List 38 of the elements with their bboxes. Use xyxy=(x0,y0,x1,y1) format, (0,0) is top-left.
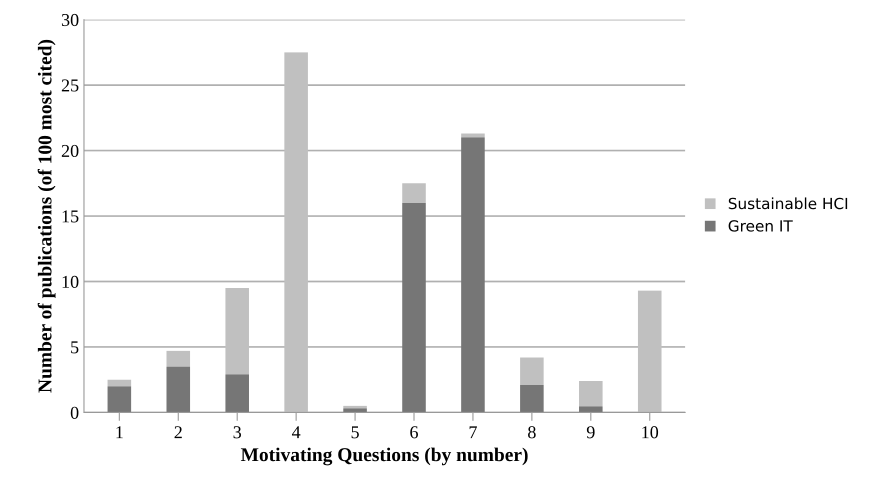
bar xyxy=(284,52,308,412)
x-tick-label: 5 xyxy=(352,426,359,438)
y-tick-label: 15 xyxy=(62,210,78,222)
bar xyxy=(166,350,190,367)
y-tick-label: 25 xyxy=(62,79,78,92)
bar xyxy=(579,406,603,412)
bar xyxy=(638,290,662,412)
bar xyxy=(225,374,249,412)
bar xyxy=(461,134,485,138)
legend-label: Sustainable HCI xyxy=(728,197,848,210)
legend-label: Green IT xyxy=(728,220,793,232)
y-tick-label: 10 xyxy=(62,276,78,288)
x-tick-label: 6 xyxy=(410,426,418,438)
y-tick-label: 30 xyxy=(62,14,78,26)
x-tick-label: 9 xyxy=(586,426,595,438)
bar xyxy=(520,384,544,412)
x-tick-label: 2 xyxy=(174,426,182,438)
x-tick-label: 1 xyxy=(116,426,123,438)
bar xyxy=(108,380,132,386)
bar xyxy=(108,386,132,412)
bar xyxy=(520,357,544,385)
bar xyxy=(343,406,367,409)
bar xyxy=(402,202,426,412)
bar xyxy=(579,381,603,407)
y-tick-label: 0 xyxy=(70,406,78,419)
x-tick-label: 10 xyxy=(642,426,658,438)
x-tick-label: 3 xyxy=(234,426,242,438)
bar xyxy=(402,183,426,203)
x-tick-label: 7 xyxy=(470,426,477,438)
bar xyxy=(166,366,190,412)
y-tick-label: 5 xyxy=(71,341,78,354)
x-axis-title: Motivating Questions (by number) xyxy=(240,448,528,466)
x-tick-label: 8 xyxy=(528,426,536,438)
y-tick-label: 20 xyxy=(62,144,78,158)
bar xyxy=(225,288,249,374)
y-axis-title: Number of publications (of 100 most cited) xyxy=(38,40,56,393)
x-tick-label: 4 xyxy=(292,426,300,438)
bar xyxy=(461,137,485,412)
